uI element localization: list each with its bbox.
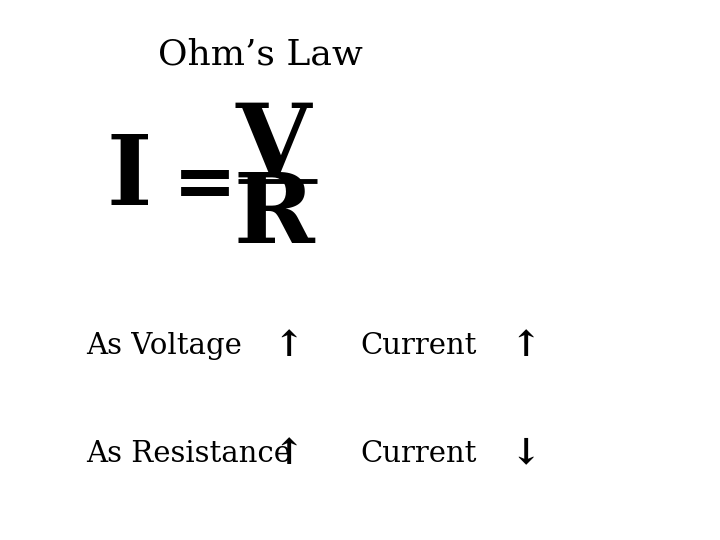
Text: V: V	[236, 99, 311, 193]
Text: Ohm’s Law: Ohm’s Law	[158, 38, 364, 72]
Text: ↑: ↑	[510, 329, 541, 362]
Text: ↑: ↑	[273, 437, 303, 470]
Text: R: R	[233, 169, 314, 263]
Text: As Resistance: As Resistance	[86, 440, 292, 468]
Text: As Voltage: As Voltage	[86, 332, 242, 360]
Text: ↑: ↑	[273, 329, 303, 362]
Text: =: =	[174, 149, 237, 224]
Text: Current: Current	[360, 332, 477, 360]
Text: ↓: ↓	[510, 437, 541, 470]
Text: I: I	[107, 131, 153, 225]
Text: Current: Current	[360, 440, 477, 468]
